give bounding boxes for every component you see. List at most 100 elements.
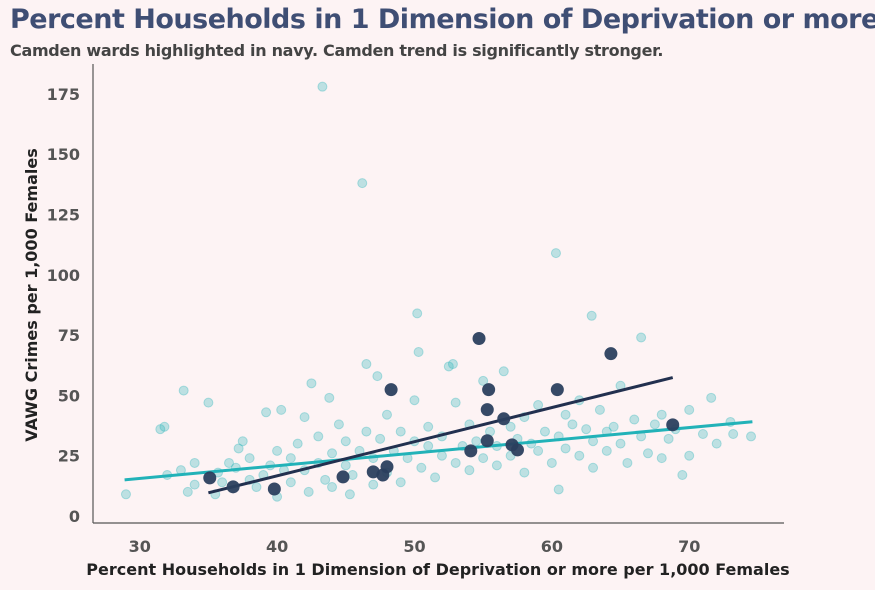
ward-point xyxy=(159,421,170,432)
ward-point xyxy=(340,436,351,447)
camden-ward-point xyxy=(480,434,494,448)
ward-point xyxy=(656,453,667,464)
trend-lines xyxy=(124,376,753,495)
ward-point xyxy=(233,443,244,454)
ward-point xyxy=(574,450,585,461)
ward-point xyxy=(299,412,310,423)
ward-point xyxy=(684,404,695,415)
ward-point xyxy=(478,375,489,386)
camden-ward-point xyxy=(336,470,350,484)
ward-point xyxy=(649,419,660,430)
ward-point xyxy=(539,426,550,437)
ward-point xyxy=(684,450,695,461)
ward-point xyxy=(395,426,406,437)
ward-point xyxy=(550,248,561,259)
ward-point xyxy=(728,428,739,439)
x-ticks: 30 40 50 60 70 xyxy=(129,537,701,556)
ward-point xyxy=(416,462,427,473)
camden-ward-point xyxy=(666,418,680,432)
ward-point xyxy=(471,436,482,447)
ward-point xyxy=(622,457,633,468)
ward-point xyxy=(324,392,335,403)
camden-ward-point xyxy=(267,482,281,496)
ward-point xyxy=(746,431,757,442)
ward-point xyxy=(412,308,423,319)
camden-ward-point xyxy=(604,347,618,361)
x-tick-label: 60 xyxy=(541,537,563,556)
ward-point xyxy=(711,438,722,449)
ward-point xyxy=(546,457,557,468)
ward-point xyxy=(629,414,640,425)
camden-ward-point xyxy=(380,460,394,474)
ward-point xyxy=(601,445,612,456)
ward-point xyxy=(327,448,338,459)
ward-point xyxy=(344,489,355,500)
camden-ward-point xyxy=(482,383,496,397)
ward-point xyxy=(285,477,296,488)
ward-point xyxy=(120,489,131,500)
ward-point xyxy=(381,409,392,420)
ward-point xyxy=(656,409,667,420)
ward-point xyxy=(560,409,571,420)
other-trend-line xyxy=(124,420,753,482)
ward-point xyxy=(317,81,328,92)
y-tick-label: 75 xyxy=(58,326,80,345)
camden-ward-point xyxy=(464,444,478,458)
ward-point xyxy=(237,436,248,447)
ward-point xyxy=(409,395,420,406)
ward-point xyxy=(697,428,708,439)
points-layer xyxy=(120,81,757,502)
ward-point xyxy=(677,470,688,481)
ward-point xyxy=(423,421,434,432)
y-tick-label: 150 xyxy=(47,145,80,164)
ward-point xyxy=(361,426,372,437)
ward-point xyxy=(608,421,619,432)
chart-title: Percent Households in 1 Dimension of Dep… xyxy=(10,4,875,35)
x-tick-label: 70 xyxy=(678,537,700,556)
ward-point xyxy=(560,443,571,454)
ward-point xyxy=(178,385,189,396)
camden-ward-point xyxy=(226,480,240,494)
ward-point xyxy=(292,438,303,449)
ward-point xyxy=(340,460,351,471)
ward-point xyxy=(261,407,272,418)
ward-point xyxy=(272,445,283,456)
ward-point xyxy=(450,457,461,468)
ward-point xyxy=(491,460,502,471)
ward-point xyxy=(588,462,599,473)
y-tick-label: 25 xyxy=(58,447,80,466)
ward-point xyxy=(581,424,592,435)
y-tick-label: 0 xyxy=(69,507,80,526)
y-tick-label: 125 xyxy=(47,206,80,225)
ward-point xyxy=(636,332,647,343)
ward-point xyxy=(450,397,461,408)
ward-point xyxy=(567,419,578,430)
ward-point xyxy=(586,310,597,321)
ward-point xyxy=(663,433,674,444)
y-tick-label: 175 xyxy=(47,85,80,104)
ward-point xyxy=(320,474,331,485)
camden-trend-line xyxy=(208,376,674,495)
ward-point xyxy=(327,482,338,493)
ward-point xyxy=(553,484,564,495)
camden-ward-point xyxy=(510,443,524,457)
ward-point xyxy=(182,486,193,497)
ward-point xyxy=(413,346,424,357)
ward-point xyxy=(505,421,516,432)
x-tick-label: 40 xyxy=(266,537,288,556)
ward-point xyxy=(347,470,358,481)
y-tick-label: 50 xyxy=(58,386,80,405)
ward-point xyxy=(533,400,544,411)
ward-point xyxy=(706,392,717,403)
camden-ward-point xyxy=(550,383,564,397)
camden-ward-point xyxy=(497,412,511,426)
camden-ward-point xyxy=(203,471,217,485)
ward-point xyxy=(217,477,228,488)
ward-point xyxy=(155,424,166,435)
ward-point xyxy=(313,431,324,442)
ward-point xyxy=(615,438,626,449)
ward-point xyxy=(357,178,368,189)
ward-point xyxy=(189,457,200,468)
ward-point xyxy=(306,378,317,389)
